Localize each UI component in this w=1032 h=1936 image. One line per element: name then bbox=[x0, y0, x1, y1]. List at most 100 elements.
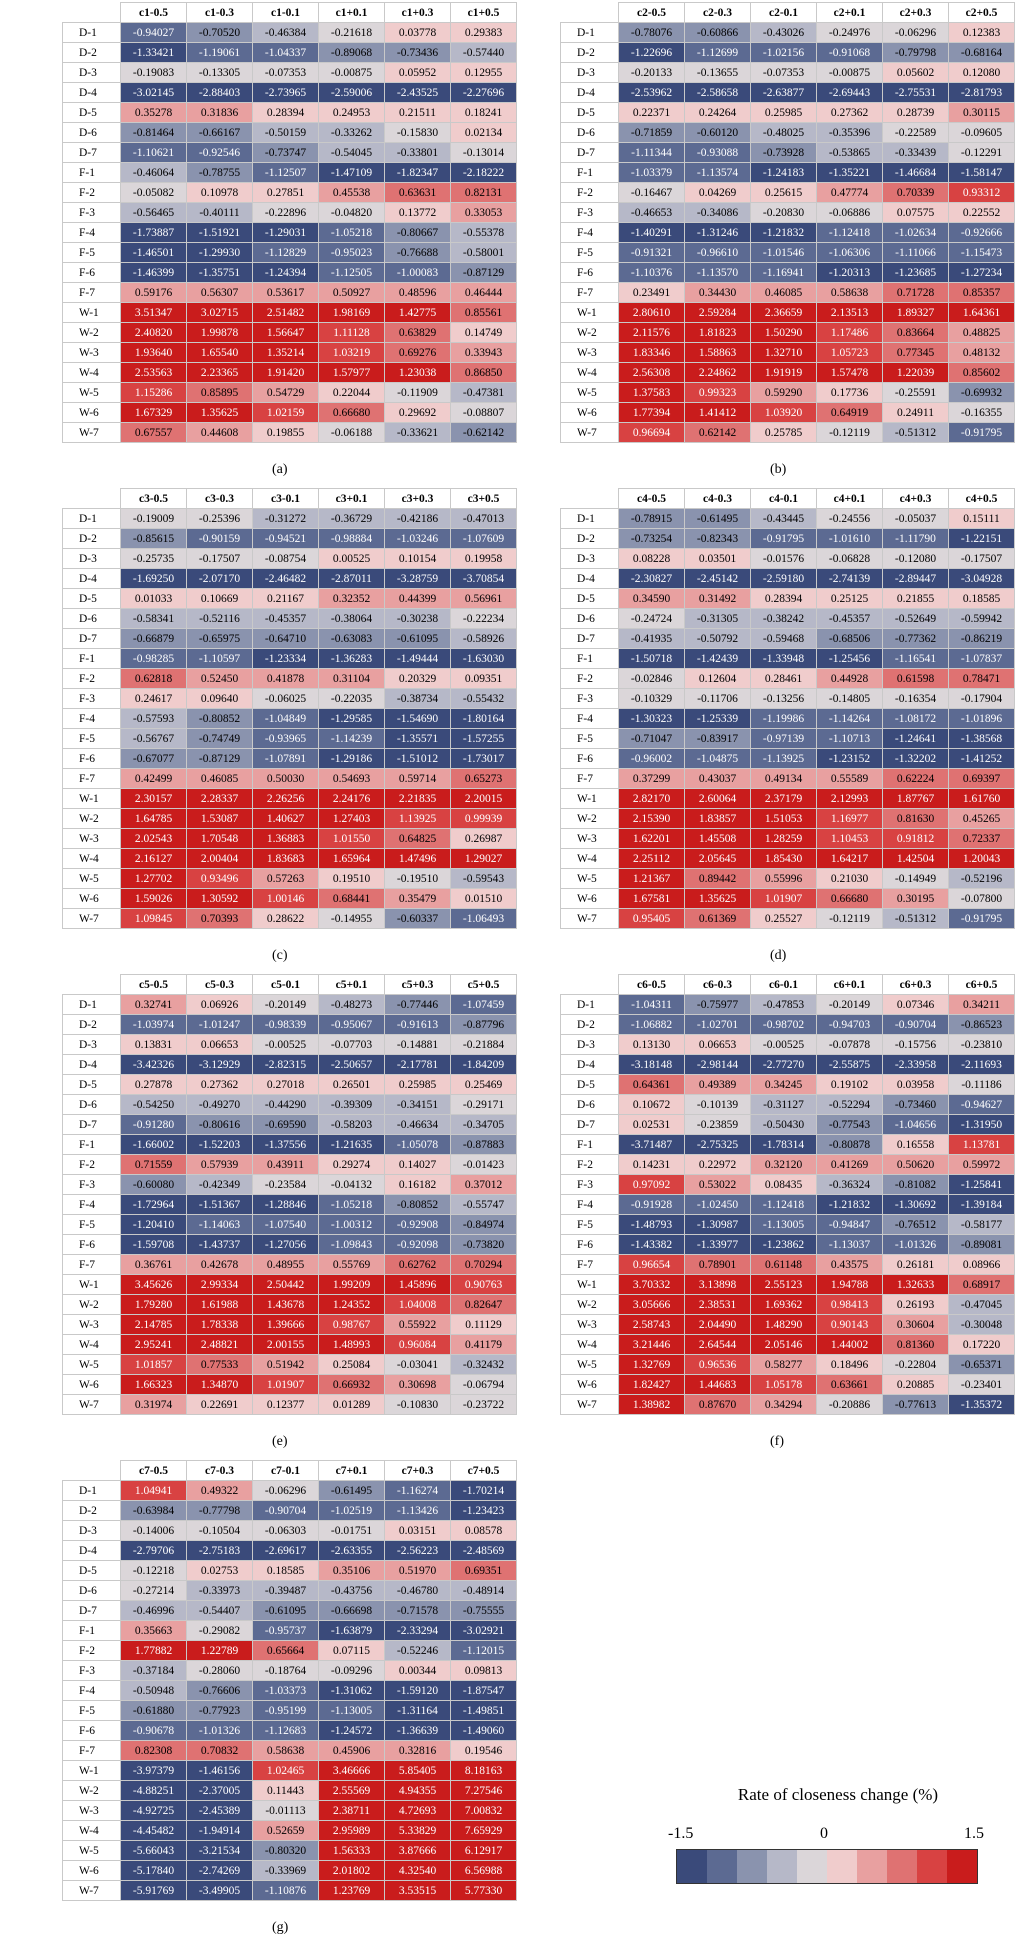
table-row: D-4 -3.42326 -3.12929 -2.82315 -2.50657 -2.17… bbox=[62, 1054, 517, 1075]
row-label: W-3 bbox=[560, 342, 619, 363]
heatmap-cell: -0.80878 bbox=[816, 1134, 883, 1155]
heatmap-cell: -0.47381 bbox=[450, 382, 517, 403]
heatmap-cell: 2.00155 bbox=[252, 1334, 319, 1355]
heatmap-cell: -0.63984 bbox=[120, 1500, 187, 1521]
heatmap-cell: -1.73017 bbox=[450, 748, 517, 769]
heatmap-cell: -0.39487 bbox=[252, 1580, 319, 1601]
heatmap-cell: 0.28394 bbox=[750, 588, 817, 609]
heatmap-cell: 0.05602 bbox=[882, 62, 949, 83]
heatmap-cell: 2.20015 bbox=[450, 788, 517, 809]
row-label: F-3 bbox=[560, 1174, 619, 1195]
heatmap-cell: 1.04941 bbox=[120, 1480, 187, 1501]
heatmap-cell: -1.02701 bbox=[684, 1014, 751, 1035]
heatmap-cell: 8.18163 bbox=[450, 1760, 517, 1781]
heatmap-cell: 3.70332 bbox=[618, 1274, 685, 1295]
heatmap-cell: 2.01802 bbox=[318, 1860, 385, 1881]
heatmap-cell: -1.09843 bbox=[318, 1234, 385, 1255]
row-label: F-2 bbox=[560, 1154, 619, 1175]
table-row: D-6 -0.58341 -0.52116 -0.45357 -0.38064 -0.30… bbox=[62, 608, 517, 629]
heatmap-cell: -0.30238 bbox=[384, 608, 451, 629]
table-row: W-1 2.80610 2.59284 2.36659 2.13513 1.89327 1.… bbox=[560, 302, 1015, 323]
heatmap-cell: -0.77798 bbox=[186, 1500, 253, 1521]
heatmap-cell: -0.46384 bbox=[252, 22, 319, 43]
table-row: F-3 -0.60080 -0.42349 -0.23584 -0.04132 0.161… bbox=[62, 1174, 517, 1195]
heatmap-cell: -1.15473 bbox=[948, 242, 1015, 263]
heatmap-cell: 0.44928 bbox=[816, 668, 883, 689]
row-label: F-7 bbox=[62, 1254, 121, 1275]
heatmap-cell: 1.48993 bbox=[318, 1334, 385, 1355]
row-label: F-3 bbox=[560, 688, 619, 709]
column-header: c1-0.3 bbox=[186, 2, 253, 23]
heatmap-cell: -0.60120 bbox=[684, 122, 751, 143]
heatmap-cell: 0.03958 bbox=[882, 1074, 949, 1095]
heatmap-cell: -0.95199 bbox=[252, 1700, 319, 1721]
heatmap-cell: 3.46666 bbox=[318, 1760, 385, 1781]
heatmap-cell: 0.43575 bbox=[816, 1254, 883, 1275]
heatmap-cell: -0.33801 bbox=[384, 142, 451, 163]
heatmap-cell: 2.48821 bbox=[186, 1334, 253, 1355]
heatmap-cell: -3.04928 bbox=[948, 568, 1015, 589]
heatmap-cell: 1.35214 bbox=[252, 342, 319, 363]
heatmap-cell: 3.05666 bbox=[618, 1294, 685, 1315]
heatmap-cell: -0.11186 bbox=[948, 1074, 1015, 1095]
heatmap-cell: 0.21511 bbox=[384, 102, 451, 123]
heatmap-cell: -1.23152 bbox=[816, 748, 883, 769]
row-label: W-5 bbox=[62, 1840, 121, 1861]
table-row: F-1 0.35663 -0.29082 -0.95737 -1.63879 -2.332… bbox=[62, 1620, 517, 1641]
column-header: c7+0.1 bbox=[318, 1460, 385, 1481]
column-header: c4-0.1 bbox=[750, 488, 817, 509]
heatmap-cell: -2.88403 bbox=[186, 82, 253, 103]
row-label: D-7 bbox=[62, 628, 121, 649]
heatmap-cell: 2.28337 bbox=[186, 788, 253, 809]
heatmap-cell: -2.79706 bbox=[120, 1540, 187, 1561]
row-label: D-7 bbox=[560, 628, 619, 649]
table-row: D-4 -3.18148 -2.98144 -2.77270 -2.55875 -2.33… bbox=[560, 1054, 1015, 1075]
heatmap-cell: 0.85602 bbox=[948, 362, 1015, 383]
row-label: D-3 bbox=[62, 62, 121, 83]
heatmap-cell: -1.33948 bbox=[750, 648, 817, 669]
heatmap-cell: -0.56465 bbox=[120, 202, 187, 223]
heatmap-cell: -0.33621 bbox=[384, 422, 451, 443]
heatmap-cell: 1.22039 bbox=[882, 362, 949, 383]
row-label: W-6 bbox=[560, 888, 619, 909]
heatmap-cell: 0.37299 bbox=[618, 768, 685, 789]
heatmap-cell: 0.24264 bbox=[684, 102, 751, 123]
heatmap-cell: -0.47013 bbox=[450, 508, 517, 529]
table-row: W-1 2.82170 2.60064 2.37179 2.12993 1.87767 1.… bbox=[560, 788, 1015, 809]
heatmap-cell: -1.04311 bbox=[618, 994, 685, 1015]
heatmap-cell: -2.59180 bbox=[750, 568, 817, 589]
table-row: W-2 2.40820 1.99878 1.56647 1.11128 0.63829 0.… bbox=[62, 322, 517, 343]
row-label: D-3 bbox=[62, 1520, 121, 1541]
table-row: D-7 0.02531 -0.23859 -0.50430 -0.77543 -1.046… bbox=[560, 1114, 1015, 1135]
heatmap-cell: 0.29692 bbox=[384, 402, 451, 423]
heatmap-cell: -1.20410 bbox=[120, 1214, 187, 1235]
heatmap-cell: -1.29031 bbox=[252, 222, 319, 243]
heatmap-cell: 0.08435 bbox=[750, 1174, 817, 1195]
heatmap-cell: -0.17507 bbox=[948, 548, 1015, 569]
heatmap-cell: -0.22234 bbox=[450, 608, 517, 629]
heatmap-cell: 0.22552 bbox=[948, 202, 1015, 223]
heatmap-cell: -0.91321 bbox=[618, 242, 685, 263]
heatmap-cell: 2.50442 bbox=[252, 1274, 319, 1295]
heatmap-cell: 0.12955 bbox=[450, 62, 517, 83]
heatmap-cell: -0.28060 bbox=[186, 1660, 253, 1681]
heatmap-cell: -0.06886 bbox=[816, 202, 883, 223]
heatmap-panel: c4-0.5 c4-0.3 c4-0.1 c4+0.1 c4+0.3 c4+0.5 D-1-… bbox=[560, 488, 1015, 963]
heatmap-cell: -1.19986 bbox=[750, 708, 817, 729]
heatmap-cell: 0.71559 bbox=[120, 1154, 187, 1175]
heatmap-cell: -0.12291 bbox=[948, 142, 1015, 163]
table-row: D-4 -2.53962 -2.58658 -2.63877 -2.69443 -2.75… bbox=[560, 82, 1015, 103]
heatmap-cell: -0.79798 bbox=[882, 42, 949, 63]
heatmap-cell: 0.05952 bbox=[384, 62, 451, 83]
heatmap-cell: -0.78915 bbox=[618, 508, 685, 529]
heatmap-cell: -0.61095 bbox=[384, 628, 451, 649]
heatmap-cell: 1.34870 bbox=[186, 1374, 253, 1395]
heatmap-cell: 0.24953 bbox=[318, 102, 385, 123]
heatmap-table: c5-0.5 c5-0.3 c5-0.1 c5+0.1 c5+0.3 c5+0.5 D-1 0… bbox=[62, 974, 517, 1415]
table-row: W-3 2.58743 2.04490 1.48290 0.90143 0.30604 -0… bbox=[560, 1314, 1015, 1335]
table-row: W-7 0.96694 0.62142 0.25785 -0.12119 -0.51312… bbox=[560, 422, 1015, 443]
row-label: F-7 bbox=[62, 768, 121, 789]
heatmap-cell: 0.83664 bbox=[882, 322, 949, 343]
heatmap-cell: -1.12683 bbox=[252, 1720, 319, 1741]
heatmap-cell: -0.23722 bbox=[450, 1394, 517, 1415]
